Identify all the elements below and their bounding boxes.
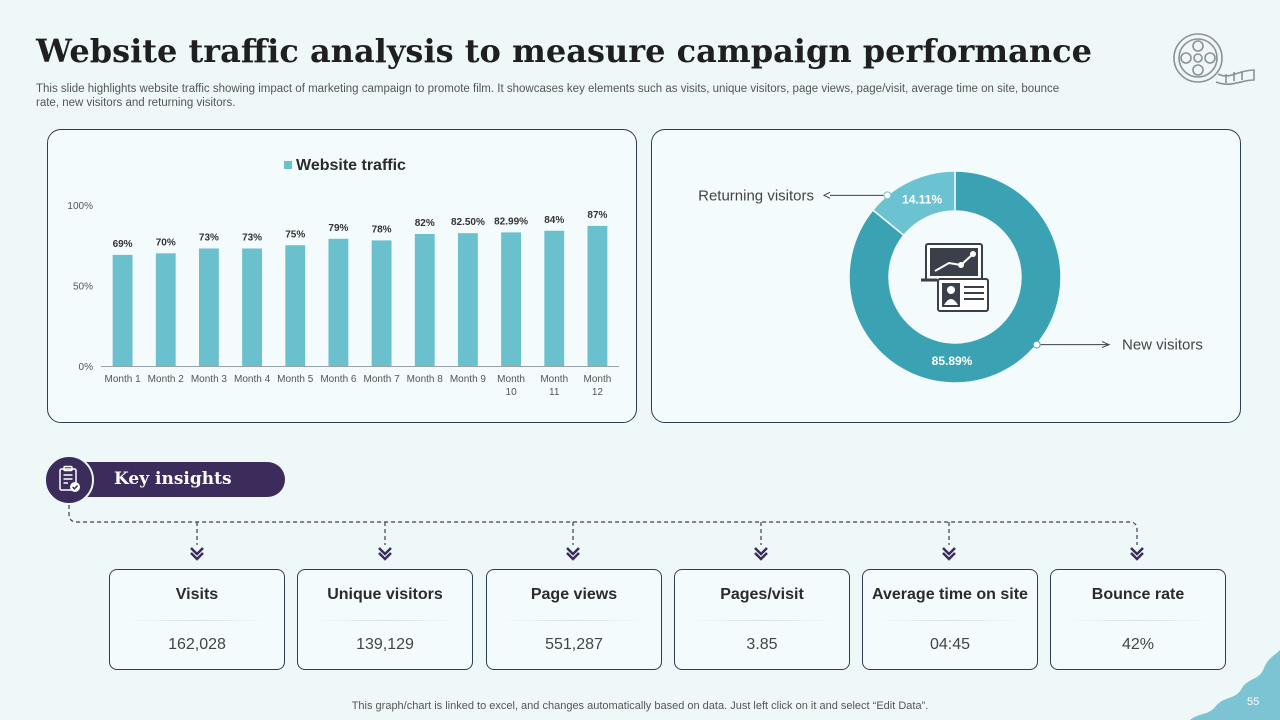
bar-data-label: 75%	[285, 229, 305, 240]
leader-arrow	[1101, 341, 1111, 349]
card-divider	[689, 620, 835, 621]
bar-chart-panel: Website traffic 0% 50% 100% 69% Month 1 70% Mon…	[47, 129, 637, 423]
insight-value: 162,028	[168, 636, 226, 653]
x-tick-label: Month 7	[364, 374, 401, 385]
donut-slice-returning-visitors[interactable]	[871, 170, 956, 237]
bar[interactable]	[328, 238, 349, 366]
leader-dot	[1032, 340, 1041, 349]
x-tick-label: Month 9	[450, 374, 487, 385]
card-divider	[501, 620, 647, 621]
insight-card-average-time-on-site: Average time on site 04:45	[862, 569, 1038, 670]
bar-data-label: 82%	[415, 218, 435, 229]
card-divider	[877, 620, 1023, 621]
insight-label: Bounce rate	[1091, 586, 1185, 603]
legend-label: Website traffic	[296, 157, 406, 174]
website-traffic-bar-chart[interactable]: Website traffic 0% 50% 100% 69% Month 1 70% Mon…	[48, 130, 636, 422]
insight-label: Unique visitors	[327, 586, 443, 603]
x-tick-label: Month 1	[105, 374, 142, 385]
leader-arrow	[822, 191, 831, 199]
bar[interactable]	[544, 230, 565, 366]
y-tick-label: 0%	[79, 362, 94, 373]
donut-chart-panel: 14.11% 85.89% Returning visitors New visito…	[651, 129, 1241, 423]
bar-data-label: 82.50%	[451, 217, 485, 228]
bar[interactable]	[155, 253, 176, 366]
bar[interactable]	[457, 233, 478, 366]
footer-note: This graph/chart is linked to excel, and…	[351, 700, 929, 712]
returning-visitors-label: Returning visitors	[698, 187, 814, 204]
x-tick-label: 12	[592, 387, 604, 398]
insight-value: 42%	[1121, 636, 1155, 653]
insight-label: Page views	[530, 586, 618, 603]
bar[interactable]	[285, 245, 306, 366]
bar[interactable]	[587, 225, 608, 366]
insight-value: 139,129	[356, 636, 414, 653]
corner-wave-decoration	[1190, 650, 1280, 720]
bar-data-label: 70%	[156, 237, 176, 248]
x-tick-label: Month 8	[407, 374, 444, 385]
bar-data-label: 84%	[544, 215, 564, 226]
bar[interactable]	[242, 248, 263, 366]
x-tick-label: 10	[506, 387, 518, 398]
insight-value: 551,287	[545, 636, 603, 653]
insight-value: 3.85	[746, 636, 778, 653]
x-tick-label: 11	[549, 387, 560, 398]
key-insights-title: Key insights	[114, 469, 232, 489]
x-tick-label: Month 4	[234, 374, 271, 385]
donut-label-returning: 14.11%	[902, 192, 942, 206]
x-tick-label: Month 3	[191, 374, 228, 385]
analytics-profile-icon	[921, 243, 989, 312]
bar-data-label: 69%	[113, 239, 133, 250]
y-tick-label: 50%	[73, 282, 93, 293]
x-tick-label: Month 6	[320, 374, 357, 385]
insight-value: 04:45	[929, 636, 971, 653]
x-tick-label: Month	[497, 374, 525, 385]
insight-label: Visits	[175, 586, 219, 603]
card-divider	[312, 620, 458, 621]
insight-card-visits: Visits 162,028	[109, 569, 285, 670]
insight-card-bounce-rate: Bounce rate 42%	[1050, 569, 1226, 670]
page-title: Website traffic analysis to measure camp…	[36, 32, 1092, 70]
x-tick-label: Month 2	[148, 374, 185, 385]
leader-dot	[883, 191, 892, 200]
x-tick-label: Month	[540, 374, 568, 385]
insight-card-pages-per-visit: Pages/visit 3.85	[674, 569, 850, 670]
insight-label: Pages/visit	[720, 586, 804, 603]
key-insights-banner	[62, 462, 285, 497]
new-visitors-label: New visitors	[1122, 337, 1203, 354]
donut-label-new: 85.89%	[932, 354, 973, 368]
y-tick-label: 100%	[67, 201, 93, 212]
insight-label: Average time on site	[872, 586, 1028, 603]
x-tick-label: Month	[584, 374, 612, 385]
bar[interactable]	[112, 254, 133, 366]
bar[interactable]	[414, 233, 435, 366]
page-number: 55	[1247, 696, 1260, 708]
film-reel-icon	[1173, 33, 1255, 86]
bar-data-label: 87%	[587, 210, 607, 221]
insight-card-unique-visitors: Unique visitors 139,129	[297, 569, 473, 670]
donut-slice-new-visitors[interactable]	[848, 170, 1062, 384]
legend-swatch	[284, 161, 292, 169]
insight-card-page-views: Page views 551,287	[486, 569, 662, 670]
bar[interactable]	[371, 240, 392, 366]
bar-data-label: 78%	[372, 224, 392, 235]
page-subtitle: This slide highlights website traffic sh…	[36, 83, 1060, 109]
bar-data-label: 82.99%	[494, 216, 528, 227]
bar[interactable]	[198, 248, 219, 366]
bar-data-label: 73%	[242, 232, 262, 243]
x-tick-label: Month 5	[277, 374, 314, 385]
card-divider	[124, 620, 270, 621]
bar-data-label: 73%	[199, 232, 219, 243]
bar[interactable]	[501, 232, 522, 366]
card-divider	[1065, 620, 1211, 621]
bar-data-label: 79%	[328, 223, 348, 234]
clipboard-check-icon	[44, 455, 94, 505]
visitors-donut-chart[interactable]: 14.11% 85.89% Returning visitors New visito…	[652, 130, 1240, 422]
